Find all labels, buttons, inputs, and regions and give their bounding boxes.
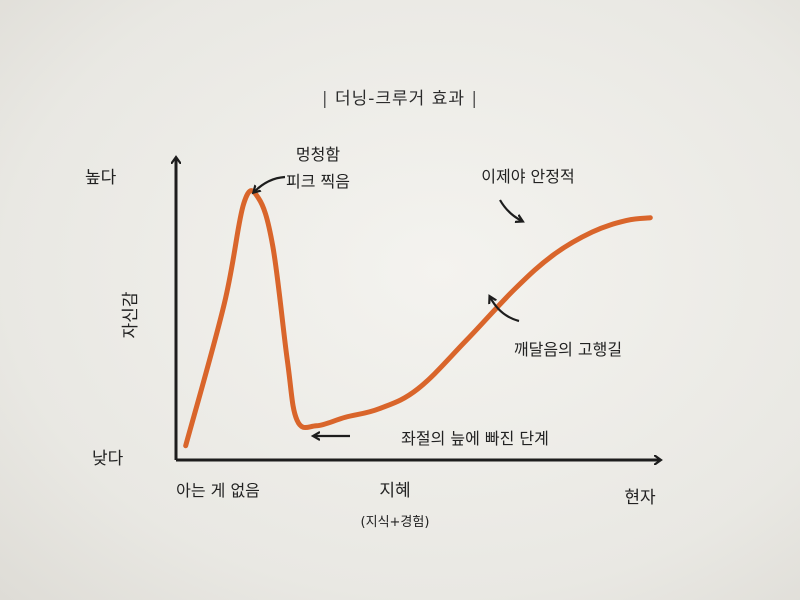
y-axis-label: 자신감: [121, 291, 141, 338]
annotation-stable-arrow: [499, 199, 522, 221]
x-tick-end: 현자: [624, 488, 656, 508]
title-bar-left: |: [321, 89, 329, 109]
y-tick-high: 높다: [85, 168, 117, 188]
annotation-peak-line1: 멍청함: [296, 145, 340, 164]
confidence-curve: [183, 188, 653, 449]
chart-title-text: 더닝-크루거 효과: [334, 89, 466, 109]
x-axis-sublabel: (지식+경험): [361, 515, 430, 530]
annotation-stable: 이제야 안정적: [481, 167, 574, 186]
annotation-peak-arrow: [254, 175, 286, 192]
x-tick-start: 아는 게 없음: [176, 481, 260, 500]
annotation-peak-line2: 피크 찍음: [286, 172, 350, 191]
annotation-despair: 좌절의 늪에 빠진 단계: [401, 429, 549, 448]
chart-title: | 더닝-크루거 효과 |: [0, 84, 800, 109]
x-axis-label: 지혜: [379, 481, 410, 501]
title-bar-right: |: [471, 89, 479, 109]
y-tick-low: 낮다: [92, 449, 124, 469]
annotation-enlightenment: 깨달음의 고행길: [514, 340, 622, 359]
annotation-enlightenment-arrow: [490, 297, 520, 323]
